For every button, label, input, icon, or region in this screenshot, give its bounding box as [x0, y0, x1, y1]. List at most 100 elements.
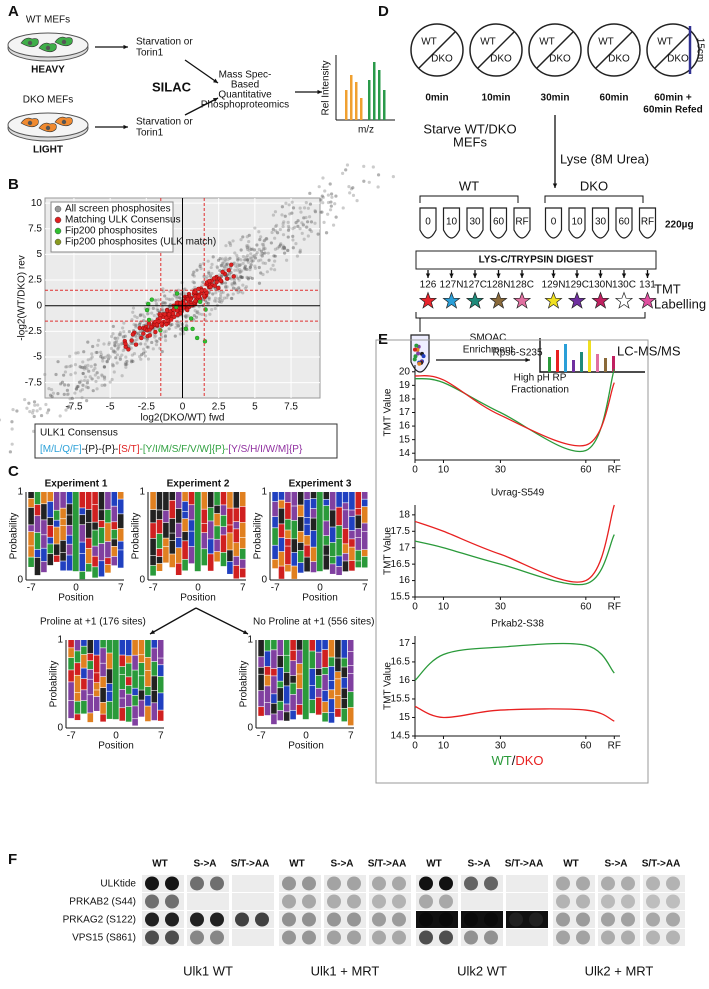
- point: [221, 261, 225, 265]
- column-header: S/T->AA: [642, 859, 681, 870]
- point: [178, 332, 182, 336]
- point: [207, 271, 211, 275]
- point: [50, 387, 54, 392]
- arrow-head: [123, 44, 128, 50]
- point: [125, 359, 129, 364]
- tmt-star: [418, 291, 438, 309]
- point: [138, 329, 142, 334]
- point-ulk: [220, 269, 225, 275]
- point: [101, 359, 105, 363]
- logo-letter: [156, 548, 163, 557]
- tmt-label: 130C: [612, 280, 636, 291]
- ms-peak: [572, 360, 575, 372]
- point: [257, 265, 261, 270]
- logo-letter: [98, 520, 105, 528]
- blot-dot: [165, 912, 179, 927]
- point: [273, 236, 277, 240]
- point: [121, 335, 126, 339]
- point: [271, 227, 275, 231]
- logo-letter: [349, 560, 355, 571]
- blot-bg: [506, 929, 548, 946]
- point: [260, 254, 264, 258]
- point: [123, 334, 127, 338]
- x-tick-label: 0: [412, 465, 418, 476]
- logo-letter: [87, 713, 94, 723]
- logo-letter: [74, 675, 81, 693]
- point: [139, 312, 143, 317]
- point-fip: [190, 326, 195, 332]
- logo-letter: [271, 714, 277, 725]
- blot-dot: [666, 876, 680, 891]
- point: [85, 381, 89, 385]
- point: [225, 296, 229, 300]
- legend-label: Matching ULK Consensus: [65, 215, 181, 226]
- logo-letter: [79, 508, 86, 515]
- point: [82, 379, 87, 383]
- logo-letter: [151, 640, 158, 648]
- tmt-label: 130N: [589, 280, 613, 291]
- logo-letter: [151, 661, 158, 676]
- point: [78, 365, 82, 369]
- point: [134, 334, 138, 338]
- logo-letter: [100, 687, 106, 703]
- x-tick-label: 0: [412, 602, 418, 613]
- logo-letter: [79, 542, 86, 554]
- logo-letter: [285, 519, 291, 530]
- label: Starvation or: [136, 37, 193, 48]
- point: [247, 233, 251, 237]
- point: [300, 231, 304, 235]
- logo-letter: [322, 649, 328, 668]
- point: [271, 263, 275, 267]
- chart-title: Prkab2-S38: [491, 619, 544, 630]
- logo-letter: [297, 505, 304, 517]
- logo-letter: [85, 538, 92, 548]
- point: [224, 285, 228, 289]
- divider: [477, 31, 515, 69]
- spectrum-peak: [345, 90, 348, 120]
- point: [291, 238, 295, 242]
- blot-dot: [419, 894, 433, 909]
- blot-dot: [601, 912, 615, 927]
- logo-letter: [297, 531, 304, 543]
- logo-letter: [47, 537, 54, 544]
- point: [77, 380, 82, 384]
- point: [99, 352, 104, 357]
- point-ulk: [174, 300, 179, 306]
- point: [79, 379, 83, 383]
- blot-dot: [210, 930, 224, 945]
- point: [241, 283, 245, 287]
- point: [231, 286, 236, 290]
- blot-dot: [190, 912, 204, 927]
- logo-letter: [117, 514, 124, 529]
- point: [192, 313, 196, 318]
- point-ulk: [218, 278, 223, 283]
- logo-letter: [87, 695, 94, 713]
- logo-letter: [106, 669, 113, 684]
- logo-letter: [304, 535, 310, 545]
- logo-letter: [60, 561, 66, 571]
- point: [362, 179, 366, 183]
- point: [326, 212, 330, 216]
- logo-letter: [329, 564, 336, 574]
- logo-letter: [119, 655, 126, 667]
- point: [238, 271, 242, 275]
- x-axis-title: Position: [302, 593, 338, 604]
- point: [351, 193, 356, 197]
- logo-letter: [105, 523, 111, 542]
- logo-letter: [163, 522, 169, 538]
- point: [84, 385, 88, 389]
- point: [333, 202, 337, 206]
- logo-letter: [105, 492, 111, 510]
- tube: [591, 207, 610, 239]
- point: [165, 297, 169, 301]
- point: [161, 308, 165, 312]
- y-axis-title: TMT Value: [383, 527, 394, 575]
- point: [155, 326, 159, 331]
- row-label: PRKAB2 (S44): [69, 897, 136, 908]
- point: [262, 245, 266, 249]
- point: [391, 175, 395, 179]
- point: [228, 276, 233, 280]
- y-axis-title: Probability: [253, 513, 264, 560]
- point: [168, 298, 172, 302]
- logo-letter: [264, 702, 271, 716]
